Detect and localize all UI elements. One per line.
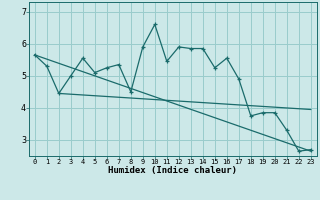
X-axis label: Humidex (Indice chaleur): Humidex (Indice chaleur) bbox=[108, 166, 237, 175]
